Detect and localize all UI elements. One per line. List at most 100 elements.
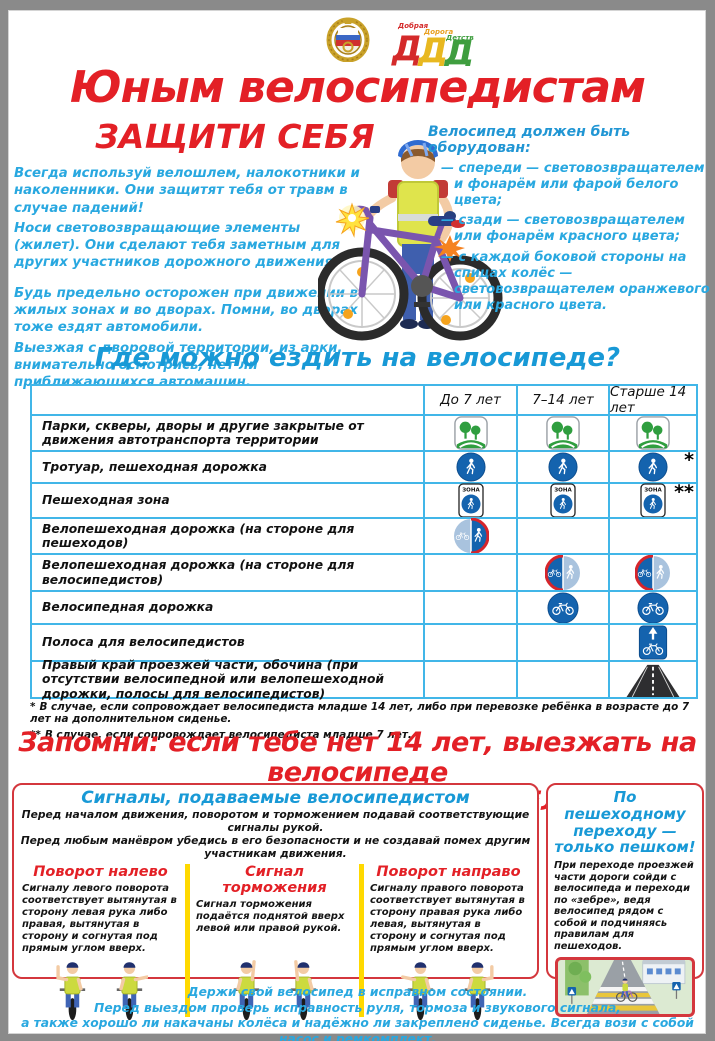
signals-columns: Поворот налево Сигналу левого поворота с… xyxy=(18,862,533,1021)
footnote-marker: * xyxy=(30,701,36,713)
park-sign-icon xyxy=(516,414,608,450)
crosswalk-scene-image xyxy=(555,956,695,1017)
ddd-letter-1: Д xyxy=(391,29,422,66)
footnote-text: В случае, если сопровождает велосипедист… xyxy=(44,729,412,741)
intro-paragraph: Носи световозвращающие элементы (жилет).… xyxy=(14,220,341,271)
park-sign-icon xyxy=(423,414,516,450)
bike-ped-path-ped-side-sign-icon xyxy=(423,517,516,554)
table-row-label: Парки, скверы, дворы и другие закрытые о… xyxy=(32,414,423,450)
table-header-over14: Старше 14 лет xyxy=(608,384,696,416)
empty-cell xyxy=(423,623,516,660)
equipment-item: — с каждой боковой стороны на спицах кол… xyxy=(441,249,710,313)
intro-paragraph: Всегда используй велошлем, налокотники и… xyxy=(14,166,360,216)
intro-paragraph: Выезжая с дворовой территории, из арки, … xyxy=(14,340,343,391)
ddd-logo: Д Д Д Добрая Дорога Детства xyxy=(391,22,474,66)
footnote: * В случае, если сопровождает велосипедис… xyxy=(30,701,708,725)
table-row-label: Велопешеходная дорожка (на стороне для в… xyxy=(32,553,423,590)
empty-cell xyxy=(516,660,608,697)
ddd-letter-3: Д xyxy=(443,33,474,66)
empty-cell xyxy=(608,517,696,553)
ddd-word-3: Детства xyxy=(445,34,474,42)
signal-heading: Поворот направо xyxy=(376,864,521,881)
gibdd-emblem-icon xyxy=(326,17,370,62)
footer-line: Держи свой велосипед в исправном состоян… xyxy=(187,985,528,999)
protect-yourself-heading: ЗАЩИТИ СЕБЯ xyxy=(95,117,375,156)
yellow-divider xyxy=(185,864,190,1018)
signal-text: Сигналу левого поворота соответствует вы… xyxy=(22,883,177,955)
pedestrian-sign-icon xyxy=(423,450,516,482)
pedestrian-zone-sign-icon: ЗОНА ** xyxy=(608,481,696,518)
crosswalk-box: По пешеходному переходу — только пешком!… xyxy=(546,783,704,1017)
crosswalk-text: При переходе проезжей части дороги сойди… xyxy=(554,860,694,953)
footnote-marker: * xyxy=(684,449,694,471)
cyclist-right-turn-figure-1 xyxy=(400,962,433,1021)
pedestrian-zone-sign-icon: ЗОНА xyxy=(516,482,608,518)
table-header-under7: До 7 лет xyxy=(423,386,516,414)
footnote: ** В случае, если сопровождает велосипеди… xyxy=(30,729,708,741)
footnote-text: В случае, если сопровождает велосипедист… xyxy=(30,701,690,725)
signal-text: Сигнал торможения подаётся поднятой ввер… xyxy=(196,899,345,935)
signal-figures xyxy=(18,955,183,1021)
signal-figures xyxy=(366,955,531,1021)
svg-text:ЗОНА: ЗОНА xyxy=(554,488,572,494)
svg-text:ЗОНА: ЗОНА xyxy=(462,488,480,494)
cyclist-left-turn-figure-1 xyxy=(55,962,85,1021)
table-row-label: Правый край проезжей части, обочина (при… xyxy=(32,658,423,701)
pedestrian-zone-sign-icon: ЗОНА xyxy=(423,482,516,518)
signal-heading: Поворот налево xyxy=(33,864,168,881)
table-row-label: Велосипедная дорожка xyxy=(32,590,423,623)
intro-paragraph: Будь предельно осторожен при движении в … xyxy=(14,285,358,336)
cyclist-brake-figure-2 xyxy=(290,960,316,1021)
age-warning-line1: Запомни: если тебе нет 14 лет, выезжать … xyxy=(18,727,697,788)
boy-with-bicycle-illustration xyxy=(318,140,503,341)
empty-cell xyxy=(423,590,516,623)
equipment-requirements: Велосипед должен быть оборудован: — спер… xyxy=(428,124,710,318)
ddd-word-2: Дорога xyxy=(423,28,454,36)
empty-cell xyxy=(423,553,516,590)
empty-cell xyxy=(516,517,608,553)
cyclist-right-turn-figure-2 xyxy=(464,962,494,1021)
signals-intro-line1: Перед началом движения, поворотом и торм… xyxy=(21,808,530,835)
bike-ped-path-bike-side-sign-icon xyxy=(608,553,696,591)
ddd-letter-2: Д xyxy=(417,31,448,66)
cyclist-left-turn-figure-2 xyxy=(116,962,149,1021)
table-row-label: Полоса для велосипедистов xyxy=(32,623,423,660)
signals-title: Сигналы, подаваемые велосипедистом xyxy=(81,788,470,808)
table-row-label: Тротуар, пешеходная дорожка xyxy=(32,450,423,482)
table-title: Где можно ездить на велосипеде? xyxy=(94,343,621,373)
footer-line: а также хорошо ли накачаны колёса и надё… xyxy=(21,1016,694,1041)
crosswalk-heading: По пешеходному переходу — только пешком! xyxy=(554,788,696,857)
empty-cell xyxy=(516,623,608,660)
ddd-word-1: Добрая xyxy=(397,22,429,30)
yellow-divider xyxy=(359,864,364,1018)
table-row-label: Велопешеходная дорожка (на стороне для п… xyxy=(32,517,423,553)
empty-cell xyxy=(423,660,516,697)
bike-ped-path-bike-side-sign-icon xyxy=(516,553,608,591)
table-header-7to14: 7–14 лет xyxy=(516,386,608,414)
roadway-icon xyxy=(608,660,696,697)
signal-column-right-turn: Поворот направо Сигналу правого поворота… xyxy=(366,862,531,1021)
maintenance-footer: Держи свой велосипед в исправном состоян… xyxy=(0,985,715,1041)
equipment-item: — сзади — световозвращателем или фонарём… xyxy=(441,213,685,245)
equipment-item: — спереди — световозвращателем и фонарём… xyxy=(441,161,705,209)
signal-column-brake: Сигнал торможения Сигнал торможения пода… xyxy=(192,862,357,1021)
footer-line: Перед выездом проверь исправность руля, … xyxy=(94,1000,621,1015)
pedestrian-sign-icon: * xyxy=(608,449,696,482)
bike-lane-sign-icon xyxy=(608,623,696,660)
footnote-marker: ** xyxy=(30,729,41,741)
signal-heading: Сигнал торможения xyxy=(222,864,327,897)
bike-path-sign-icon xyxy=(608,590,696,624)
equipment-heading: Велосипед должен быть оборудован: xyxy=(428,124,631,156)
poster-title: Юным велосипедистам xyxy=(69,62,646,113)
bike-path-sign-icon xyxy=(516,590,608,624)
cyclist-brake-figure-1 xyxy=(233,960,259,1021)
signals-box: Сигналы, подаваемые велосипедистом Перед… xyxy=(12,783,539,1021)
safety-intro-text: Всегда используй велошлем, налокотники и… xyxy=(14,165,366,394)
signals-intro-line2: Перед любым манёвром убедись в его безоп… xyxy=(20,834,531,861)
svg-text:ЗОНА: ЗОНА xyxy=(644,488,662,494)
signal-text: Сигналу правого поворота соответствует в… xyxy=(370,883,525,955)
riding-rules-table: До 7 лет 7–14 лет Старше 14 лет Парки, с… xyxy=(30,384,698,701)
pedestrian-sign-icon xyxy=(516,450,608,482)
table-row-label: Пешеходная зона xyxy=(32,482,423,517)
